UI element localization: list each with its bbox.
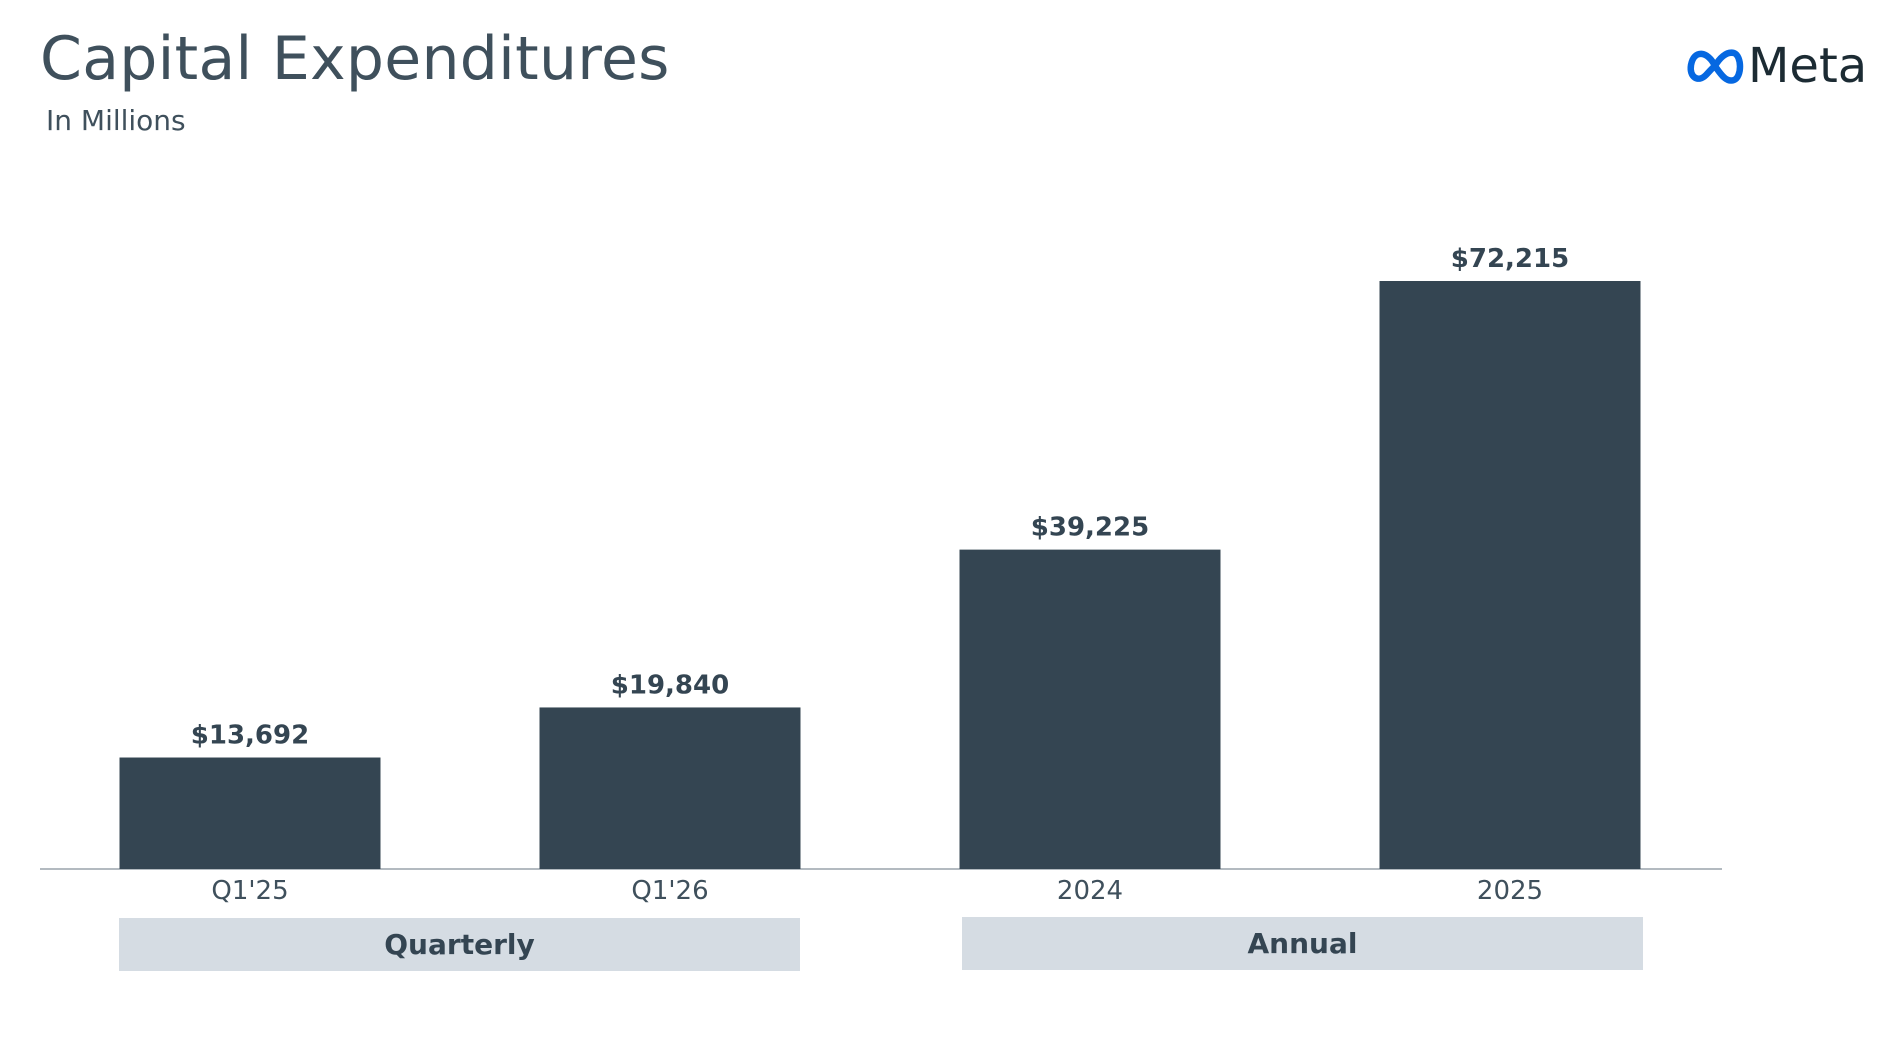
value-label-1: $19,840 xyxy=(611,670,729,700)
group-box-annual: Annual xyxy=(962,917,1643,970)
meta-infinity-icon xyxy=(1687,49,1744,84)
bar-0 xyxy=(119,757,381,869)
bar-3 xyxy=(1379,281,1641,869)
category-label-2: 2024 xyxy=(1057,876,1123,906)
category-label-1: Q1'26 xyxy=(631,876,708,906)
value-label-2: $39,225 xyxy=(1031,513,1149,543)
page-subtitle: In Millions xyxy=(46,104,186,137)
group-box-quarterly: Quarterly xyxy=(119,918,800,971)
meta-logo: Meta xyxy=(1686,38,1867,94)
bar-2 xyxy=(959,549,1221,869)
page-title: Capital Expenditures xyxy=(40,24,670,94)
bar-1 xyxy=(539,707,801,869)
value-label-3: $72,215 xyxy=(1451,244,1569,274)
category-label-0: Q1'25 xyxy=(211,876,288,906)
category-label-3: 2025 xyxy=(1477,876,1543,906)
value-label-0: $13,692 xyxy=(191,721,309,751)
meta-logo-text: Meta xyxy=(1748,38,1868,94)
